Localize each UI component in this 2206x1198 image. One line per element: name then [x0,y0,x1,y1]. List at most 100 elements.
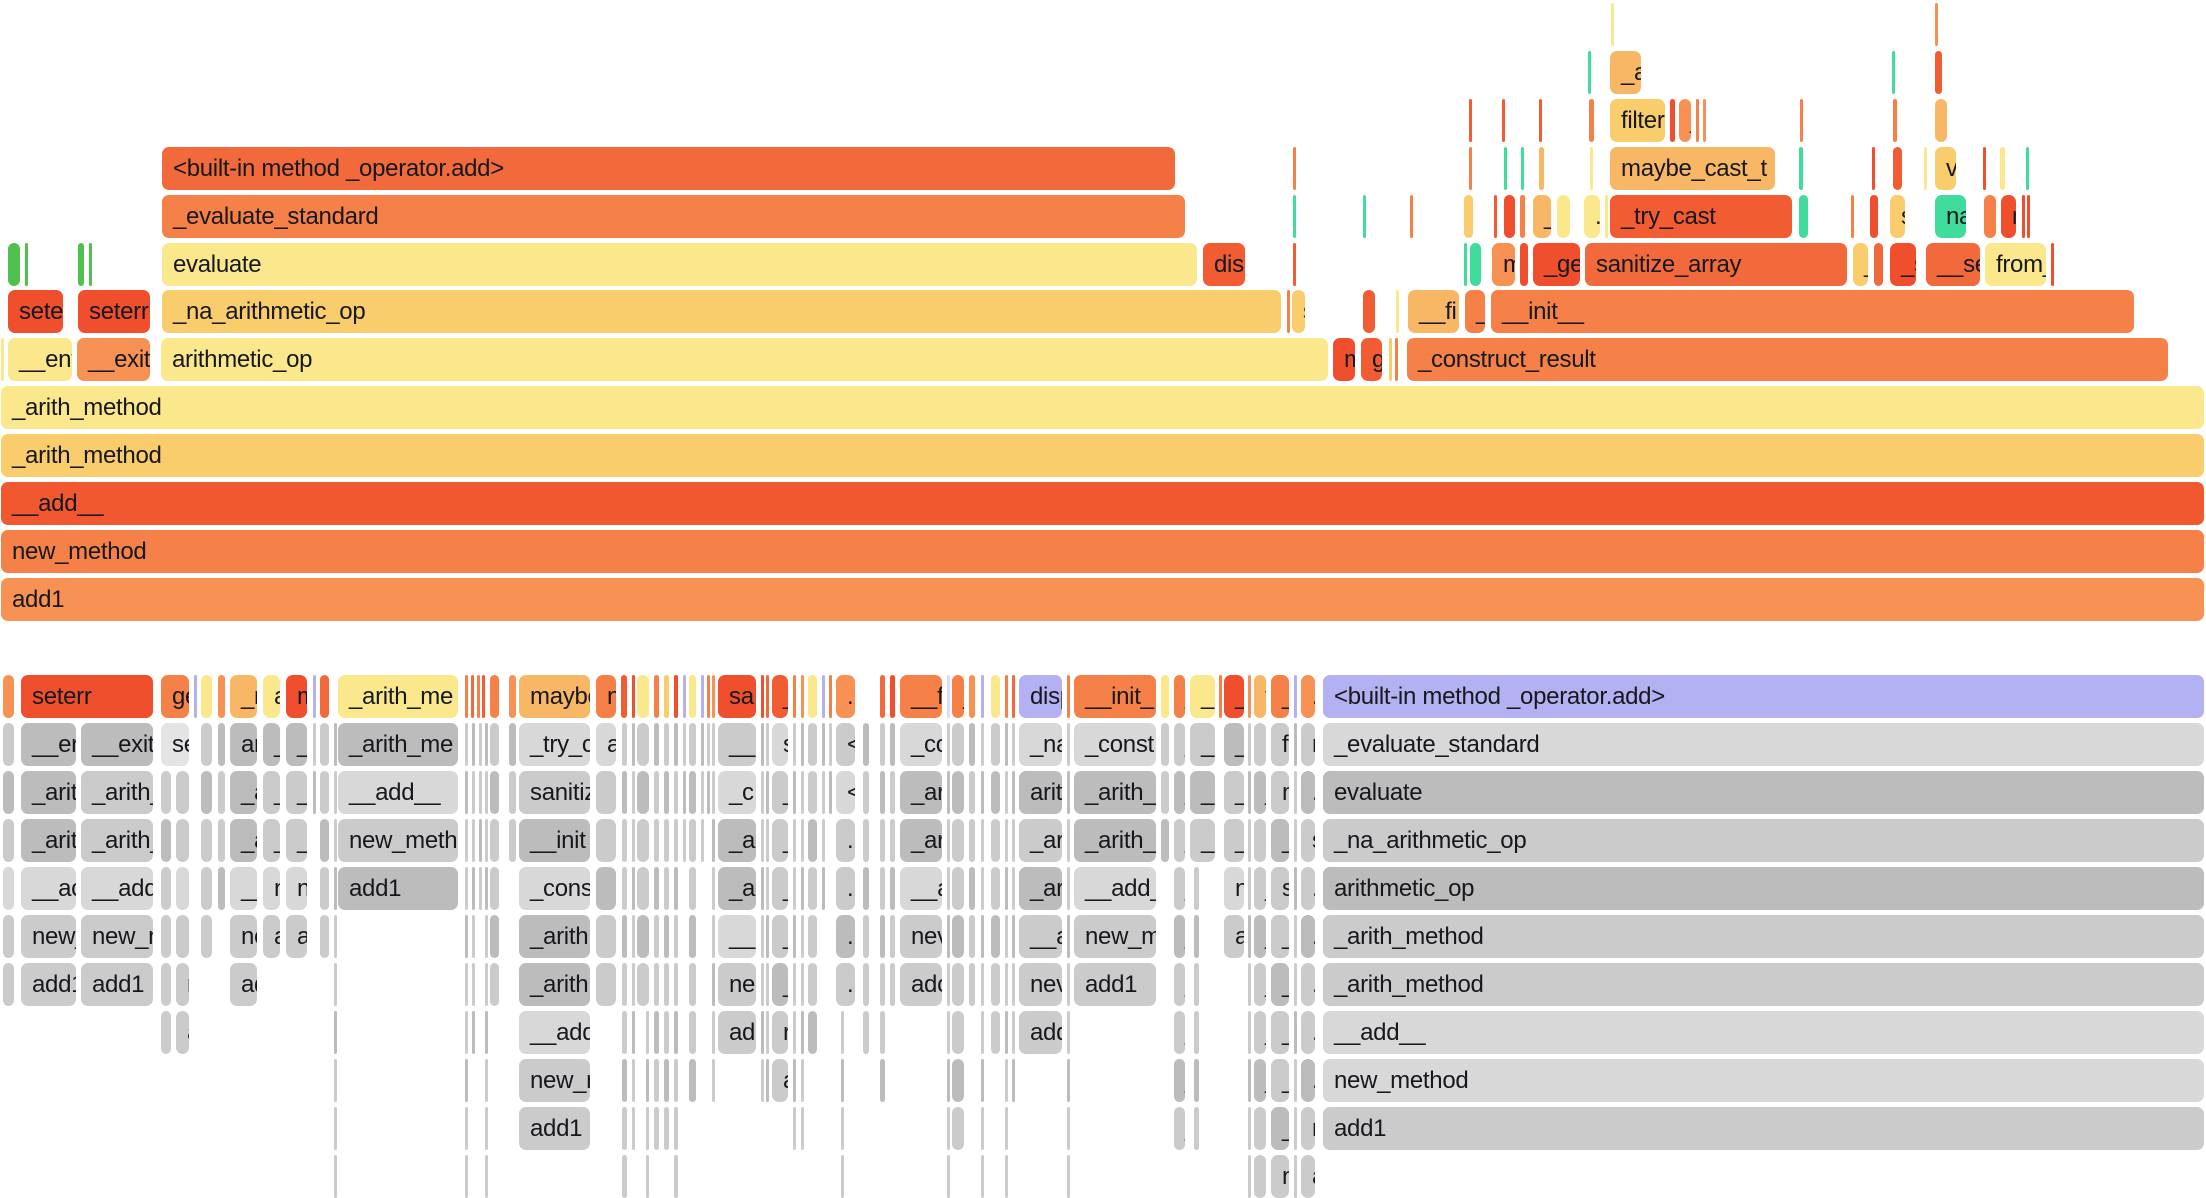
frame-bar[interactable] [712,675,715,718]
frame-bar-fi[interactable]: fi [1254,675,1266,718]
frame-bar[interactable] [3,963,14,1006]
frame-bar[interactable] [674,1059,678,1102]
frame-bar[interactable] [766,819,769,862]
frame-bar[interactable] [161,867,171,910]
frame-bar-new_method[interactable]: new_method [1,530,2204,573]
frame-bar-r[interactable]: r [689,1011,696,1054]
frame-bar-_[interactable]: _ [263,819,280,862]
frame-bar-.[interactable]: . [952,819,964,862]
frame-bar-.[interactable]: . [689,915,696,958]
frame-bar-.[interactable]: . [1301,915,1315,958]
frame-bar[interactable] [218,723,225,766]
frame-bar[interactable] [1294,819,1297,862]
frame-bar-n[interactable]: n [263,867,280,910]
frame-bar-add1[interactable]: add1 [338,867,458,910]
frame-bar-__[interactable]: __ [230,867,257,910]
frame-bar-_ar[interactable]: _ar [900,771,942,814]
frame-bar[interactable] [596,819,616,862]
frame-bar[interactable] [1067,1107,1070,1150]
frame-bar[interactable] [863,819,869,862]
frame-bar[interactable] [1012,1059,1015,1102]
frame-bar[interactable] [829,723,832,766]
frame-bar[interactable] [1248,675,1251,718]
frame-bar-a[interactable]: a [3,675,14,718]
frame-bar[interactable] [880,915,885,958]
frame-bar[interactable] [485,963,488,1006]
frame-bar-no[interactable]: no [286,867,307,910]
frame-bar[interactable] [981,1107,984,1150]
frame-bar-filter[interactable]: filter [1610,99,1665,142]
frame-bar-new_r[interactable]: new_r [519,1059,590,1102]
frame-bar-_[interactable]: _ [1174,963,1185,1006]
frame-bar-_[interactable]: _ [1174,867,1185,910]
frame-bar[interactable] [334,1107,337,1150]
frame-bar-a[interactable]: a [772,1059,788,1102]
frame-bar-.[interactable]: . [1584,195,1600,238]
frame-bar-_co[interactable]: _co [900,723,942,766]
frame-bar-_[interactable]: _ [772,915,788,958]
frame-bar[interactable] [766,723,769,766]
frame-bar[interactable] [479,867,482,910]
frame-bar[interactable] [890,915,895,958]
frame-bar[interactable] [1067,963,1070,1006]
frame-bar-__[interactable]: __ [718,723,756,766]
frame-bar[interactable] [1893,99,1897,142]
frame-bar-_[interactable]: _ [1190,675,1215,718]
frame-bar-__add_[interactable]: __add_ [1074,867,1156,910]
frame-bar[interactable] [801,1011,804,1054]
frame-bar[interactable] [1248,1059,1251,1102]
frame-bar-f[interactable]: f [490,723,499,766]
frame-bar[interactable] [334,1059,337,1102]
frame-bar[interactable] [1539,147,1544,190]
frame-bar[interactable] [1248,723,1251,766]
frame-bar-r[interactable]: r [176,963,189,1006]
frame-bar[interactable] [320,867,329,910]
frame-bar[interactable] [1005,1011,1008,1054]
frame-bar[interactable] [194,675,197,718]
frame-bar[interactable] [712,723,715,766]
frame-bar[interactable] [622,1155,627,1198]
frame-bar[interactable] [3,867,14,910]
frame-bar[interactable] [1935,3,1938,46]
frame-bar-a[interactable]: a [320,771,329,814]
frame-bar[interactable] [1005,723,1008,766]
frame-bar[interactable] [25,243,28,286]
frame-bar[interactable] [1800,99,1803,142]
frame-bar[interactable] [683,675,686,718]
frame-bar[interactable] [479,819,482,862]
frame-bar[interactable] [947,1059,950,1102]
frame-bar[interactable] [1520,195,1525,238]
frame-bar[interactable] [1248,771,1251,814]
frame-bar-_na_arithmetic_op[interactable]: _na_arithmetic_op [162,290,1281,333]
frame-bar-_const[interactable]: _const [1074,723,1156,766]
frame-bar[interactable] [1294,1011,1297,1054]
frame-bar[interactable] [1005,1155,1008,1198]
frame-bar[interactable] [1589,99,1594,142]
frame-bar[interactable] [1983,147,1986,190]
frame-bar-a[interactable]: a [1301,1155,1315,1198]
frame-bar-_[interactable]: _ [1174,723,1185,766]
frame-bar[interactable] [969,771,975,814]
frame-bar[interactable] [761,723,764,766]
frame-bar[interactable] [1504,147,1507,190]
frame-bar-.[interactable]: . [637,915,649,958]
frame-bar-arithmetic_op[interactable]: arithmetic_op [1323,867,2204,910]
frame-bar-r[interactable]: r [1301,1107,1315,1150]
frame-bar-__enter__[interactable]: __enter__ [8,338,72,381]
frame-bar[interactable] [1005,867,1008,910]
frame-bar[interactable] [490,771,499,814]
frame-bar-__se[interactable]: __se [1926,243,1980,286]
frame-bar-_arit[interactable]: _arit [21,819,76,862]
frame-bar-__exit_[interactable]: __exit_ [81,723,153,766]
frame-bar[interactable] [1248,819,1251,862]
frame-bar[interactable] [766,1059,769,1102]
frame-bar-m[interactable]: m [1492,243,1515,286]
frame-bar[interactable] [863,771,869,814]
frame-bar-add1[interactable]: add1 [81,963,153,1006]
frame-bar[interactable] [1590,147,1593,190]
frame-bar[interactable] [654,1059,659,1102]
frame-bar[interactable] [490,867,499,910]
frame-bar[interactable] [674,1011,678,1054]
frame-bar-.[interactable]: . [637,723,649,766]
frame-bar[interactable] [1293,243,1296,286]
